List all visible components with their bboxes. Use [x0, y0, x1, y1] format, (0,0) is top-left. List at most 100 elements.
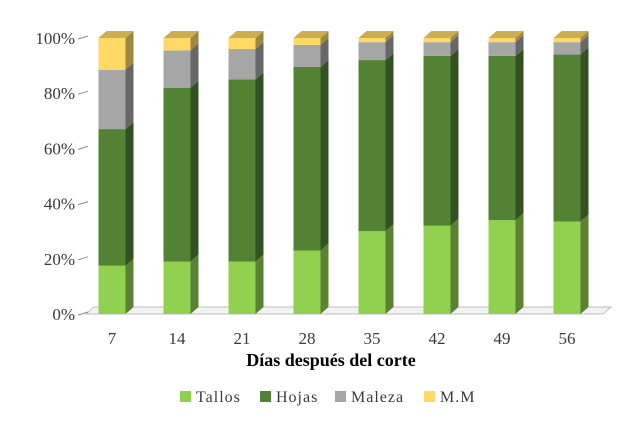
bar-m-m-21 — [228, 38, 256, 50]
bar-m-m-35-top — [358, 31, 394, 38]
bar-hojas-14 — [163, 87, 191, 262]
bar-tallos-7 — [98, 265, 126, 314]
bar-tallos-49 — [488, 220, 516, 314]
bar-m-m-42-side — [450, 31, 459, 43]
bar-m-m-7 — [98, 38, 126, 70]
bar-m-m-56-top — [553, 31, 589, 38]
y-tick-mark — [77, 201, 89, 206]
bar-maleza-35-side — [385, 35, 394, 61]
bar-maleza-42-side — [450, 35, 459, 56]
legend-swatch-maleza — [335, 391, 346, 402]
bar-stack-42 — [423, 31, 459, 314]
legend-swatch-tallos — [180, 391, 191, 402]
bar-maleza-14 — [163, 50, 191, 88]
legend-swatch-m-m — [424, 391, 435, 402]
bar-tallos-42 — [423, 225, 451, 314]
bar-maleza-49-side — [515, 35, 524, 56]
x-axis-label: Días después del corte — [246, 350, 416, 370]
axes-layer — [77, 35, 613, 316]
legend-label: Maleza — [351, 389, 404, 406]
x-tick-label: 35 — [364, 329, 381, 348]
y-tick-label: 60% — [44, 139, 75, 158]
x-tick-label: 49 — [494, 329, 511, 348]
bar-tallos-56-side — [580, 214, 589, 314]
bar-m-m-56 — [553, 38, 581, 43]
y-tick-mark — [77, 145, 89, 150]
bar-maleza-21 — [228, 49, 256, 80]
legend-label: Hojas — [276, 389, 318, 406]
bar-stack-7 — [98, 31, 134, 314]
bar-maleza-7 — [98, 69, 126, 130]
bar-m-m-35-side — [385, 31, 394, 43]
bar-tallos-21 — [228, 261, 256, 314]
bar-tallos-35 — [358, 231, 386, 314]
bar-hojas-7-side — [125, 122, 134, 266]
bar-tallos-28 — [293, 250, 321, 314]
bars-layer — [98, 31, 589, 314]
bar-hojas-42-side — [450, 48, 459, 226]
bar-hojas-56-side — [580, 47, 589, 222]
y-tick-label: 0% — [52, 305, 75, 324]
bar-tallos-35-side — [385, 224, 394, 314]
bar-m-m-35 — [358, 38, 386, 43]
x-tick-labels: 7 14 21 28 35 42 49 56 — [108, 329, 576, 348]
bar-m-m-28 — [293, 38, 321, 45]
bar-hojas-21-side — [255, 72, 264, 262]
bar-hojas-35 — [358, 60, 386, 232]
y-tick-label: 80% — [44, 84, 75, 103]
y-tick-mark — [77, 90, 89, 95]
y-tick-mark — [77, 311, 89, 316]
bar-tallos-28-side — [320, 243, 329, 314]
x-tick-label: 42 — [429, 329, 446, 348]
bar-stack-21 — [228, 31, 264, 314]
bar-hojas-49-side — [515, 48, 524, 221]
bar-stack-28 — [293, 31, 329, 314]
bar-maleza-42 — [423, 42, 451, 56]
bar-hojas-14-side — [190, 80, 199, 262]
bar-stack-49 — [488, 31, 524, 314]
bar-maleza-56-side — [580, 35, 589, 55]
bar-stack-35 — [358, 31, 394, 314]
legend-label: Tallos — [196, 389, 241, 406]
bar-m-m-28-side — [320, 31, 329, 45]
x-tick-label: 7 — [108, 329, 117, 348]
bar-m-m-7-side — [125, 31, 134, 70]
bar-tallos-42-side — [450, 218, 459, 314]
y-tick-label: 100% — [35, 29, 75, 48]
bar-m-m-14 — [163, 38, 191, 51]
bar-m-m-49-top — [488, 31, 524, 38]
y-tick-labels: 0% 20% 40% 60% 80% 100% — [35, 29, 75, 324]
y-tick-label: 20% — [44, 250, 75, 269]
legend-swatch-hojas — [260, 391, 271, 402]
bar-tallos-14-side — [190, 254, 199, 314]
bar-m-m-7-top — [98, 31, 134, 38]
bar-hojas-21 — [228, 79, 256, 262]
bar-tallos-21-side — [255, 254, 264, 314]
bar-maleza-14-side — [190, 43, 199, 88]
bar-m-m-21-side — [255, 31, 264, 50]
bar-maleza-7-side — [125, 62, 134, 130]
bar-maleza-28-side — [320, 37, 329, 67]
bar-m-m-28-top — [293, 31, 329, 38]
legend-label: M.M — [440, 389, 475, 406]
bar-hojas-42 — [423, 55, 451, 226]
bar-hojas-49 — [488, 55, 516, 221]
bar-maleza-21-side — [255, 42, 264, 80]
legend: Tallos Hojas Maleza M.M — [180, 389, 475, 406]
bar-tallos-14 — [163, 261, 191, 314]
bar-m-m-21-top — [228, 31, 264, 38]
bar-m-m-14-top — [163, 31, 199, 38]
bar-m-m-42-top — [423, 31, 459, 38]
bar-m-m-42 — [423, 38, 451, 43]
bar-tallos-7-side — [125, 258, 134, 314]
bar-maleza-28 — [293, 44, 321, 67]
x-tick-label: 21 — [234, 329, 251, 348]
bar-maleza-49 — [488, 42, 516, 56]
bar-maleza-56 — [553, 42, 581, 55]
bar-hojas-56 — [553, 54, 581, 222]
bar-m-m-49-side — [515, 31, 524, 43]
y-tick-label: 40% — [44, 195, 75, 214]
bar-maleza-35 — [358, 42, 386, 61]
bar-hojas-7 — [98, 129, 126, 266]
